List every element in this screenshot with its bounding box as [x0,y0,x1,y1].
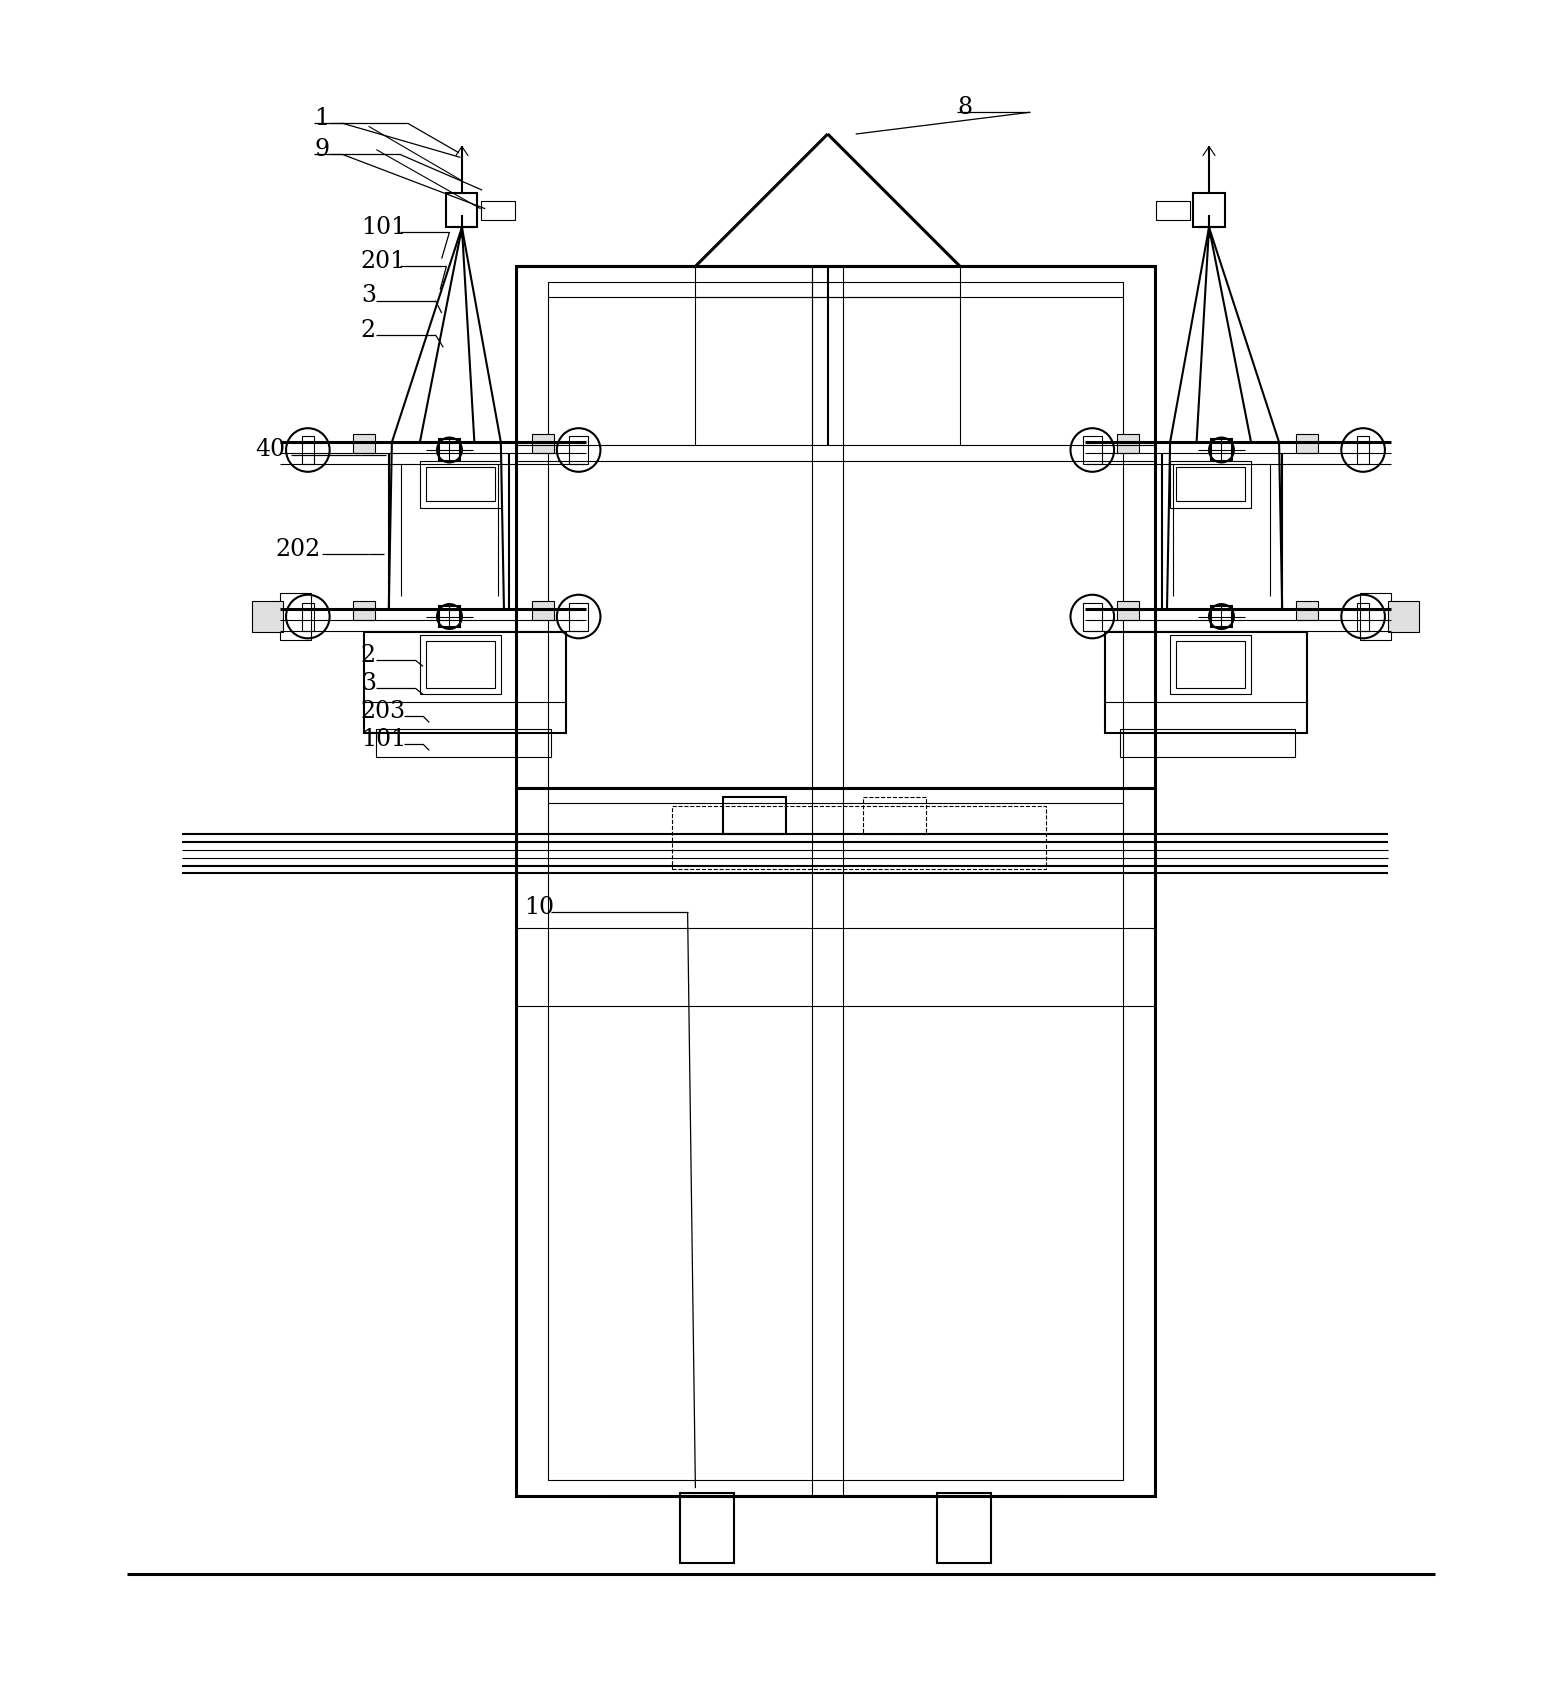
Bar [439,605,461,627]
Text: 203: 203 [361,700,406,722]
Bar [723,797,786,835]
Bar [1193,194,1225,228]
Text: 2: 2 [361,644,376,666]
Bar [1082,602,1101,631]
Bar [679,1493,734,1562]
Bar [937,1493,992,1562]
Bar [1117,602,1139,619]
Bar [1156,201,1190,219]
Text: 202: 202 [275,539,320,561]
Bar [1104,632,1307,733]
Bar [1082,435,1101,464]
Text: 101: 101 [361,216,406,240]
Text: 10: 10 [525,896,555,920]
Bar [569,602,587,631]
Bar [533,435,555,454]
Bar [447,194,478,228]
Bar [301,435,314,464]
Bar [1176,468,1245,502]
Text: 101: 101 [361,728,406,751]
Text: 9: 9 [314,138,330,162]
Bar [251,602,283,632]
Bar [364,632,565,733]
Bar [864,797,926,835]
Bar [301,602,314,631]
Bar [533,602,555,619]
Bar [1296,602,1318,619]
Bar [1296,435,1318,454]
Bar [426,468,495,502]
Bar [1389,602,1420,632]
Bar [1176,641,1245,688]
Bar [1211,439,1232,461]
Bar [569,435,587,464]
Text: 2: 2 [361,318,376,342]
Bar [672,806,1045,869]
Bar [1361,593,1392,639]
Bar [481,201,515,219]
Text: 3: 3 [361,284,376,308]
Bar [353,602,375,619]
Text: 8: 8 [958,97,972,119]
Bar [517,267,1154,1496]
Bar [1357,602,1370,631]
Bar [439,439,461,461]
Bar [1120,729,1295,756]
Bar [376,729,551,756]
Bar [420,636,501,694]
Bar [548,282,1123,1481]
Bar [280,593,311,639]
Text: 1: 1 [314,107,330,129]
Bar [1117,435,1139,454]
Bar [1170,636,1251,694]
Text: 3: 3 [361,672,376,695]
Text: 201: 201 [361,250,406,274]
Bar [1170,461,1251,508]
Bar [353,435,375,454]
Bar [1357,435,1370,464]
Bar [426,641,495,688]
Text: 40: 40 [255,439,284,461]
Bar [1211,605,1232,627]
Bar [420,461,501,508]
